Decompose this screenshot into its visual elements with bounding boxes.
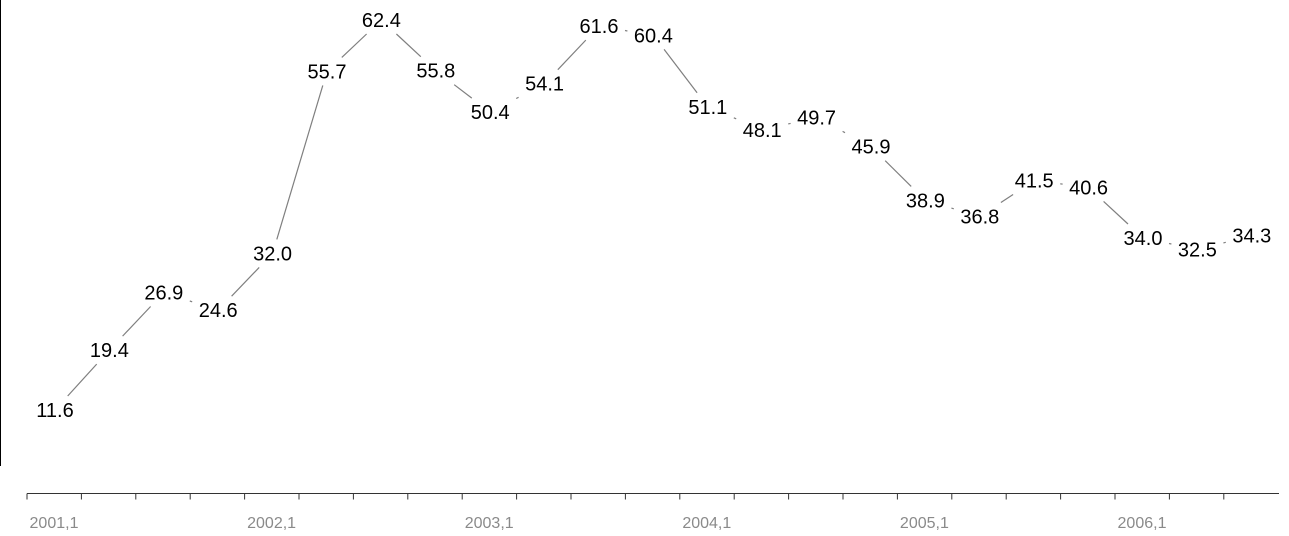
line-segment: [951, 207, 954, 210]
data-labels: 11.6 19.4 26.9 24.6 32.0 55.7 62.4 55.8 50.4 54.1…: [36, 10, 1271, 422]
data-label: 49.7: [797, 108, 836, 130]
line-segment: [1000, 193, 1014, 204]
data-label: 19.4: [90, 340, 129, 362]
series-line: [67, 29, 1226, 397]
data-label: 55.7: [308, 61, 347, 83]
data-label: 38.9: [906, 190, 945, 212]
x-tick-label: 2002,1: [247, 515, 296, 532]
data-label: 60.4: [634, 25, 673, 47]
line-segment: [122, 306, 152, 337]
line-segment: [515, 96, 519, 100]
data-label: 32.5: [1178, 240, 1217, 262]
line-segment: [842, 130, 846, 134]
line-segment: [276, 85, 324, 240]
data-label: 50.4: [471, 102, 510, 124]
x-tick-label: 2006,1: [1118, 515, 1167, 532]
line-segment: [341, 33, 368, 58]
x-tick-label: 2005,1: [900, 515, 949, 532]
line-segment: [1103, 200, 1129, 225]
line-segment: [733, 117, 737, 120]
data-label: 41.5: [1015, 171, 1054, 193]
line-segment: [884, 160, 912, 187]
data-label: 62.4: [362, 10, 401, 32]
x-axis-ticks: [26, 493, 1225, 500]
x-axis-tick-labels: 2001,1 2002,1 2003,1 2004,1 2005,1 2006,1: [30, 515, 1167, 532]
data-label: 32.0: [253, 243, 292, 265]
data-label: 11.6: [36, 400, 73, 422]
x-tick-label: 2004,1: [682, 515, 731, 532]
line-segment: [663, 49, 698, 94]
data-label: 51.1: [688, 97, 727, 119]
line-segment: [624, 29, 628, 32]
data-label: 61.6: [580, 16, 619, 38]
data-label: 34.3: [1232, 226, 1271, 248]
x-tick-label: 2001,1: [30, 515, 79, 532]
x-tick-label: 2003,1: [465, 515, 514, 532]
data-label: 36.8: [960, 207, 999, 229]
data-label: 55.8: [416, 61, 455, 83]
line-segment: [557, 39, 587, 71]
data-label: 54.1: [525, 74, 564, 96]
line-segment: [67, 363, 98, 397]
data-label: 45.9: [852, 137, 891, 159]
data-label: 40.6: [1069, 177, 1108, 199]
line-segment: [231, 266, 260, 297]
line-segment: [453, 84, 473, 99]
data-label: 26.9: [144, 283, 183, 305]
data-label: 24.6: [199, 300, 238, 322]
line-segment: [1223, 241, 1226, 244]
data-label: 34.0: [1124, 228, 1163, 250]
data-label: 48.1: [743, 120, 782, 142]
line-segment: [395, 33, 422, 58]
line-segment: [1168, 242, 1172, 245]
line-segment: [189, 300, 193, 303]
line-segment: [788, 122, 791, 125]
